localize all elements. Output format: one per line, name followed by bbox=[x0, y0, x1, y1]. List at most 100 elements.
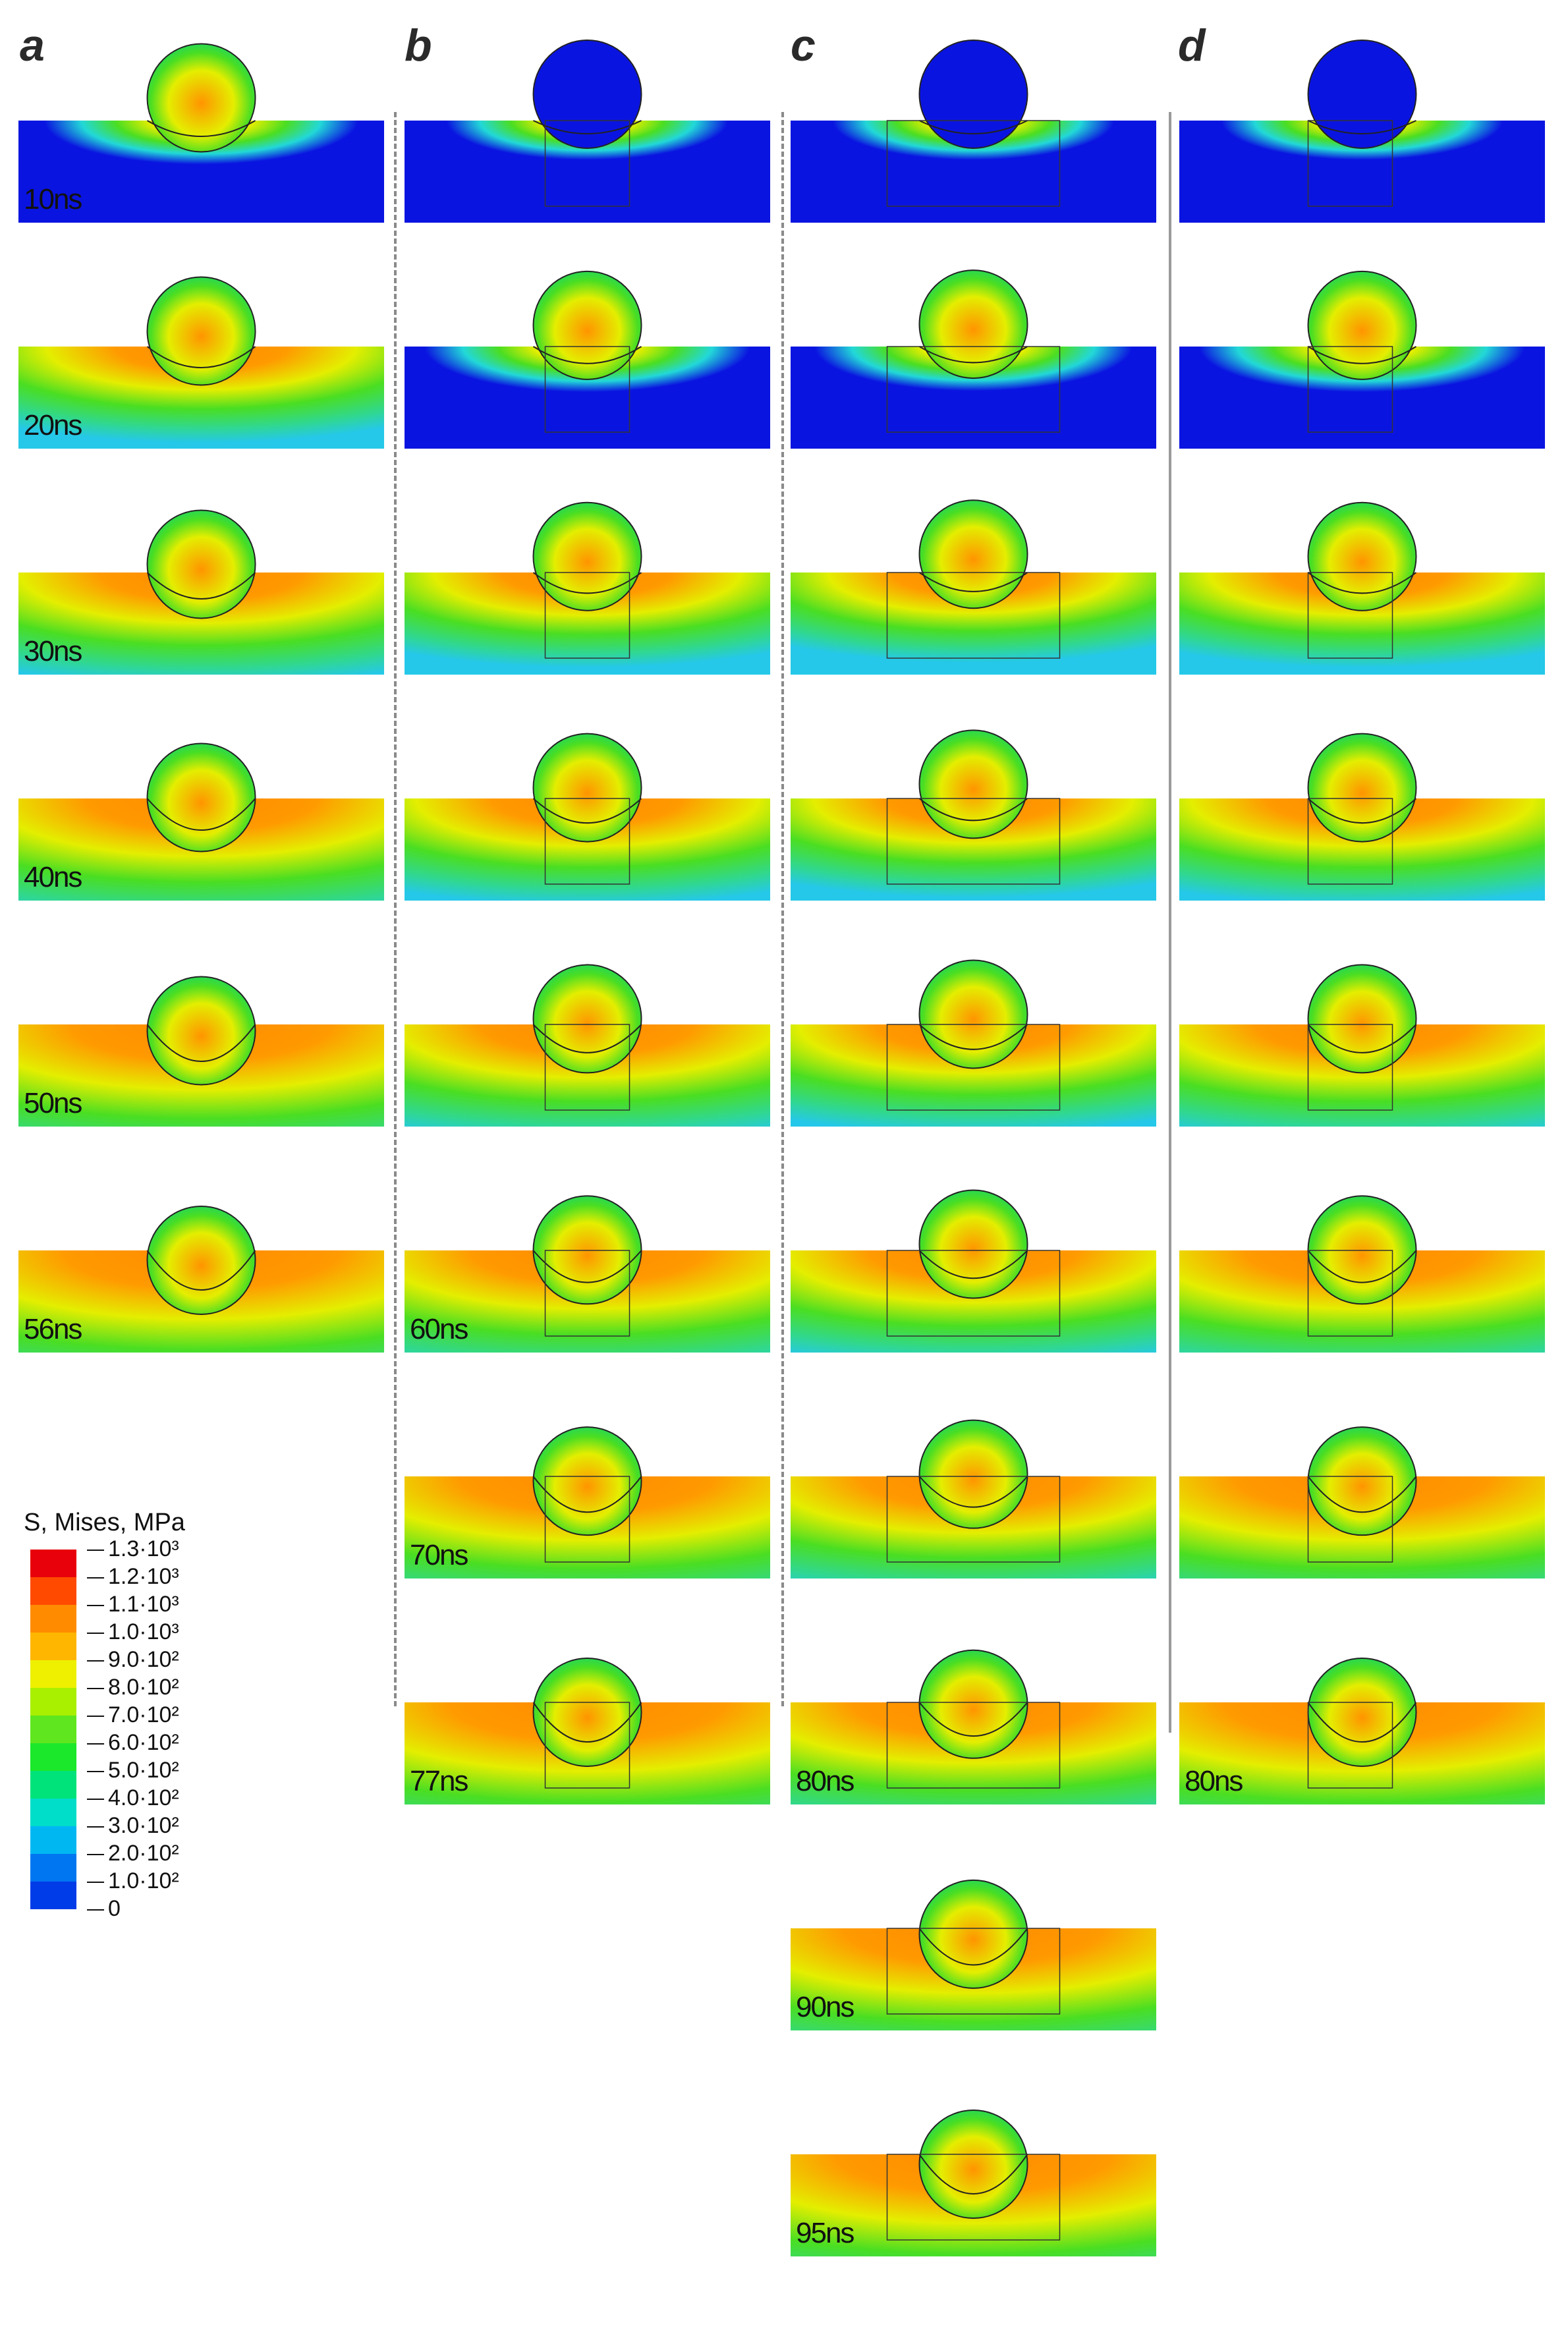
simulation-panel bbox=[791, 25, 1160, 223]
inset-region bbox=[544, 1702, 630, 1789]
legend-entry: 1.2·10³ bbox=[87, 1564, 179, 1590]
legend-tick bbox=[87, 1743, 104, 1745]
crater-boundary bbox=[532, 572, 642, 594]
simulation-panel bbox=[405, 477, 773, 675]
stress-field-plot bbox=[405, 733, 770, 901]
impacting-particle bbox=[918, 729, 1028, 839]
inset-region bbox=[544, 120, 630, 207]
crater-boundary bbox=[146, 572, 256, 600]
simulation-panel: 40ns bbox=[18, 703, 387, 901]
impacting-particle bbox=[918, 1419, 1028, 1529]
impacting-particle bbox=[146, 276, 256, 386]
stress-field-plot bbox=[405, 40, 770, 223]
simulation-panel bbox=[405, 703, 773, 901]
inset-region bbox=[886, 572, 1061, 659]
legend-entry: 5.0·10² bbox=[87, 1758, 179, 1783]
impacting-particle bbox=[918, 40, 1028, 149]
simulation-panel bbox=[1179, 251, 1548, 449]
simulation-panel: 77ns bbox=[405, 1607, 773, 1804]
legend-swatch bbox=[30, 1743, 76, 1771]
simulation-panel bbox=[1179, 25, 1548, 223]
stress-field-plot bbox=[791, 1189, 1156, 1353]
simulation-panel: 56ns bbox=[18, 1155, 387, 1353]
impacting-particle bbox=[146, 1206, 256, 1315]
legend-tick bbox=[87, 1550, 104, 1551]
time-label: 70ns bbox=[410, 1539, 468, 1571]
legend-swatch bbox=[30, 1771, 76, 1799]
stress-field-plot bbox=[1179, 40, 1545, 223]
simulation-panel bbox=[405, 929, 773, 1127]
legend-tick bbox=[87, 1882, 104, 1883]
simulation-panel bbox=[1179, 477, 1548, 675]
stress-field-plot bbox=[18, 276, 384, 449]
time-label: 60ns bbox=[410, 1313, 468, 1345]
crater-boundary bbox=[1307, 1250, 1417, 1283]
legend-swatch bbox=[30, 1716, 76, 1743]
stress-field-plot bbox=[18, 742, 384, 901]
time-label: 56ns bbox=[24, 1313, 82, 1345]
legend-entry: 2.0·10² bbox=[87, 1841, 179, 1866]
inset-region bbox=[1307, 346, 1393, 433]
time-label: 90ns bbox=[796, 1991, 854, 2023]
simulation-panel bbox=[1179, 703, 1548, 901]
legend-swatch bbox=[30, 1633, 76, 1660]
simulation-panel: 30ns bbox=[18, 477, 387, 675]
impacting-particle bbox=[532, 501, 642, 611]
column-label-d: d bbox=[1178, 20, 1206, 70]
legend-tick bbox=[87, 1577, 104, 1579]
legend-swatch bbox=[30, 1577, 76, 1605]
legend-entry: 1.1·10³ bbox=[87, 1592, 179, 1617]
crater-boundary bbox=[146, 798, 256, 831]
impacting-particle bbox=[532, 1426, 642, 1536]
legend-entry: 1.0·10² bbox=[87, 1868, 179, 1894]
stress-field-plot bbox=[405, 964, 770, 1127]
column-label-b: b bbox=[405, 20, 432, 70]
crater-boundary bbox=[533, 120, 642, 134]
stress-field-plot bbox=[405, 1658, 770, 1804]
simulation-panel: 70ns bbox=[405, 1381, 773, 1579]
inset-region bbox=[544, 1250, 630, 1337]
crater-boundary bbox=[1307, 1024, 1417, 1053]
legend-entry: 9.0·10² bbox=[87, 1647, 179, 1673]
stress-legend: S, Mises, MPa 1.3·10³ 1.2·10³ 1.1·10³ 1.0·1… bbox=[24, 1509, 379, 1921]
impacting-particle bbox=[918, 1189, 1028, 1299]
impacting-particle bbox=[532, 733, 642, 843]
crater-boundary bbox=[918, 1250, 1028, 1279]
impacting-particle bbox=[918, 499, 1028, 609]
crater-boundary bbox=[532, 1476, 642, 1513]
legend-entry: 8.0·10² bbox=[87, 1675, 179, 1700]
crater-boundary bbox=[918, 1476, 1028, 1508]
time-label: 80ns bbox=[796, 1765, 854, 1797]
simulation-panel: 20ns bbox=[18, 251, 387, 449]
time-label: 30ns bbox=[24, 635, 82, 667]
impacting-particle bbox=[1307, 501, 1417, 611]
legend-swatch bbox=[30, 1854, 76, 1882]
simulation-panel bbox=[791, 251, 1160, 449]
time-label: 10ns bbox=[24, 183, 82, 215]
stress-field-plot bbox=[791, 40, 1156, 223]
legend-entry: 4.0·10² bbox=[87, 1785, 179, 1811]
inset-region bbox=[886, 1250, 1061, 1337]
crater-boundary bbox=[146, 346, 256, 368]
legend-entry: 1.3·10³ bbox=[87, 1536, 179, 1562]
stress-field-plot bbox=[1179, 1426, 1545, 1579]
impacting-particle bbox=[1307, 964, 1417, 1074]
impacting-particle bbox=[918, 269, 1028, 379]
inset-region bbox=[1307, 1024, 1393, 1111]
inset-region bbox=[544, 346, 630, 433]
crater-boundary bbox=[918, 798, 1028, 822]
stress-field-plot bbox=[18, 1206, 384, 1353]
stress-field-plot bbox=[791, 729, 1156, 901]
inset-region bbox=[886, 1702, 1061, 1789]
impacting-particle bbox=[532, 964, 642, 1074]
crater-boundary bbox=[1307, 1476, 1417, 1513]
impacting-particle bbox=[918, 959, 1028, 1069]
legend-swatch bbox=[30, 1688, 76, 1716]
legend-entry: 1.0·10³ bbox=[87, 1619, 179, 1645]
simulation-panel bbox=[791, 477, 1160, 675]
crater-boundary bbox=[532, 1702, 642, 1743]
simulation-panel bbox=[1179, 1381, 1548, 1579]
crater-boundary bbox=[1307, 572, 1417, 594]
impacting-particle bbox=[146, 742, 256, 853]
